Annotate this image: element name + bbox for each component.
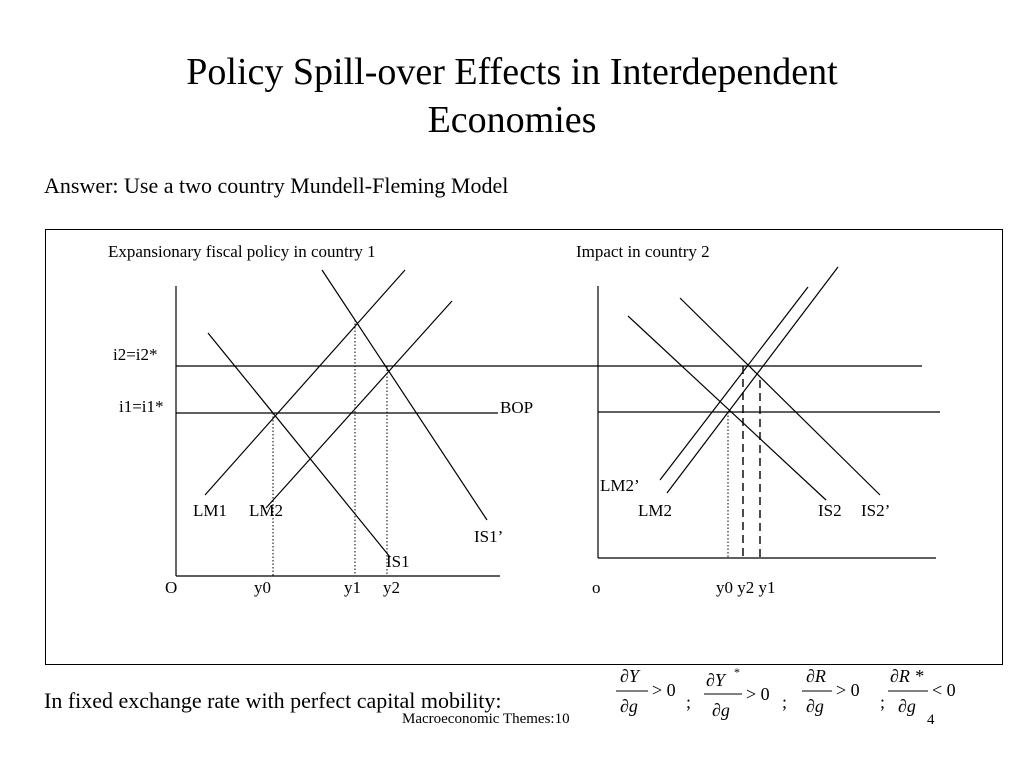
left-caption: Expansionary fiscal policy in country 1 (108, 242, 376, 261)
lm2-right-curve (666, 266, 839, 494)
lm2-curve (265, 300, 453, 509)
footer-statement: In fixed exchange rate with perfect capi… (44, 688, 502, 713)
condition-4: ∂R * ∂g < 0 (888, 666, 956, 716)
rate-low-label: i1=i1* (119, 397, 164, 416)
bop-label: BOP (500, 398, 533, 417)
condition-2-denominator: ∂g (712, 700, 730, 720)
is1-prime-label: IS1’ (474, 527, 503, 546)
condition-1: ∂Y ∂g > 0 ; (616, 666, 691, 716)
condition-4-relation: < 0 (932, 680, 956, 700)
condition-2-superscript: * (734, 665, 740, 679)
is2-curve (627, 315, 827, 501)
condition-2-numerator: ∂Y (706, 670, 727, 690)
footer-course-label: Macroeconomic Themes:10 (402, 711, 570, 727)
right-origin-label: o (592, 578, 601, 597)
condition-4-numerator: ∂R * (890, 666, 923, 686)
page-number: 4 (927, 712, 935, 728)
is2-prime-curve (679, 297, 881, 496)
is2-label: IS2 (818, 501, 842, 520)
condition-3-denominator: ∂g (806, 696, 824, 716)
right-x-labels: y0 y2 y1 (716, 578, 776, 597)
lm2-label-left: LM2 (249, 501, 283, 520)
condition-4-denominator: ∂g (898, 696, 916, 716)
title-line-2: Economies (427, 99, 597, 141)
slide-title: Policy Spill-over Effects in Interdepend… (0, 48, 1024, 144)
condition-2: ∂Y * ∂g > 0 ; (704, 665, 787, 720)
lm1-curve (204, 269, 406, 496)
is1-label: IS1 (386, 552, 410, 571)
rate-high-label: i2=i2* (113, 345, 158, 364)
lm2-label-right: LM2 (638, 501, 672, 520)
condition-1-relation: > 0 (652, 680, 676, 700)
lm1-label: LM1 (193, 501, 227, 520)
lm2-prime-label: LM2’ (600, 476, 640, 495)
y0-label: y0 (254, 578, 271, 597)
subtitle: Answer: Use a two country Mundell-Flemin… (44, 173, 509, 198)
left-origin-label: O (165, 578, 177, 597)
condition-3-separator: ; (880, 692, 885, 712)
condition-1-denominator: ∂g (620, 696, 638, 716)
lm2-prime-curve (659, 286, 809, 481)
condition-2-relation: > 0 (746, 684, 770, 704)
condition-1-numerator: ∂Y (620, 666, 641, 686)
is1-prime-curve (321, 269, 488, 521)
condition-3: ∂R ∂g > 0 ; (802, 666, 885, 716)
is2-prime-label: IS2’ (861, 501, 890, 520)
condition-3-relation: > 0 (836, 680, 860, 700)
right-caption: Impact in country 2 (576, 242, 710, 261)
title-line-1: Policy Spill-over Effects in Interdepend… (186, 51, 838, 93)
condition-1-separator: ; (686, 692, 691, 712)
y1-label: y1 (344, 578, 361, 597)
y2-label: y2 (383, 578, 400, 597)
diagram-frame (45, 229, 1003, 665)
condition-3-numerator: ∂R (806, 666, 826, 686)
condition-2-separator: ; (782, 692, 787, 712)
is1-curve (207, 332, 391, 558)
